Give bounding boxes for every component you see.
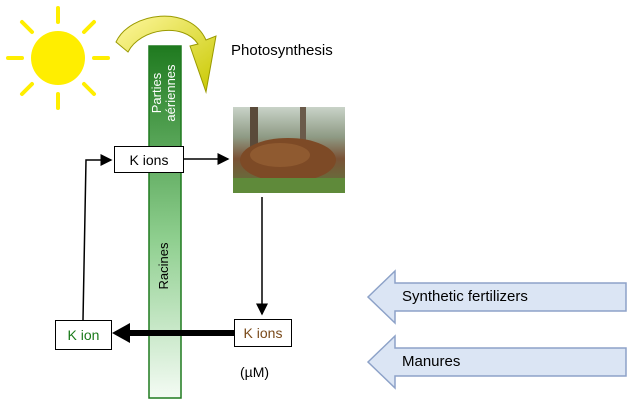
k-ions-soil-text: K ions: [243, 325, 283, 341]
connector-lines: [82, 153, 268, 321]
sun-icon: [6, 6, 110, 110]
k-ions-soil-box: K ions: [234, 319, 292, 347]
thick-arrow: [112, 323, 234, 343]
leaf-pile-photo: [233, 107, 345, 193]
synthetic-fertilizers-arrow: [366, 269, 627, 325]
photosynthesis-label: Photosynthesis: [231, 42, 333, 59]
k-ion-left-box: K ion: [55, 320, 112, 350]
aerial-parts-line-1: Parties: [149, 72, 164, 114]
curved-arrow-icon: [115, 15, 217, 94]
aerial-parts-line-2: aériennes: [163, 64, 178, 122]
plant-stem: [148, 45, 182, 399]
k-ions-top-text: K ions: [129, 151, 169, 168]
synthetic-fertilizers-label: Synthetic fertilizers: [402, 288, 528, 305]
manures-label: Manures: [402, 353, 461, 370]
k-ions-top-box: K ions: [114, 146, 184, 173]
unit-label: (µM): [240, 364, 270, 380]
aerial-parts-label: Parties aériennes: [149, 54, 180, 132]
manures-arrow: [366, 334, 627, 390]
roots-label: Racines: [156, 242, 171, 290]
k-ion-left-text: K ion: [67, 327, 100, 343]
